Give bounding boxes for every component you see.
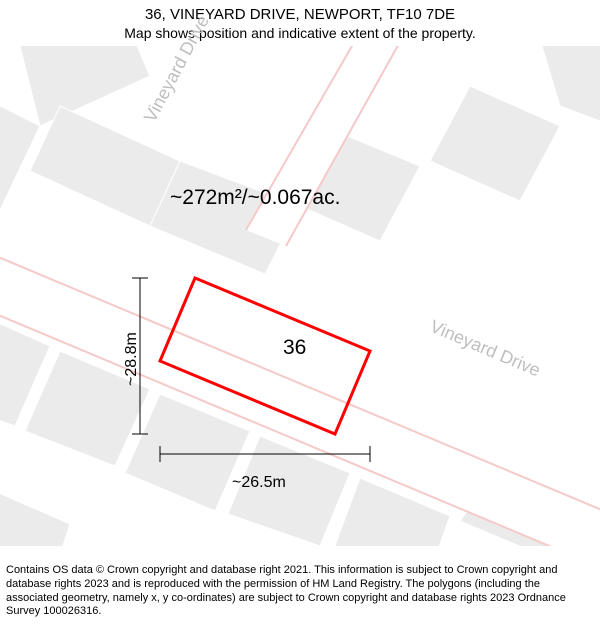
subtitle: Map shows position and indicative extent…: [0, 25, 600, 41]
map-canvas: [0, 46, 600, 546]
property-map: Vineyard Drive Vineyard Drive ~272m²/~0.…: [0, 46, 600, 546]
area-label: ~272m²/~0.067ac.: [170, 186, 340, 210]
dimension-width-label: ~26.5m: [232, 474, 286, 492]
header: 36, VINEYARD DRIVE, NEWPORT, TF10 7DE Ma…: [0, 0, 600, 41]
address-title: 36, VINEYARD DRIVE, NEWPORT, TF10 7DE: [0, 6, 600, 23]
copyright-footer: Contains OS data © Crown copyright and d…: [6, 564, 594, 619]
house-number: 36: [283, 336, 306, 360]
dimension-height-label: ~28.8m: [123, 332, 141, 386]
